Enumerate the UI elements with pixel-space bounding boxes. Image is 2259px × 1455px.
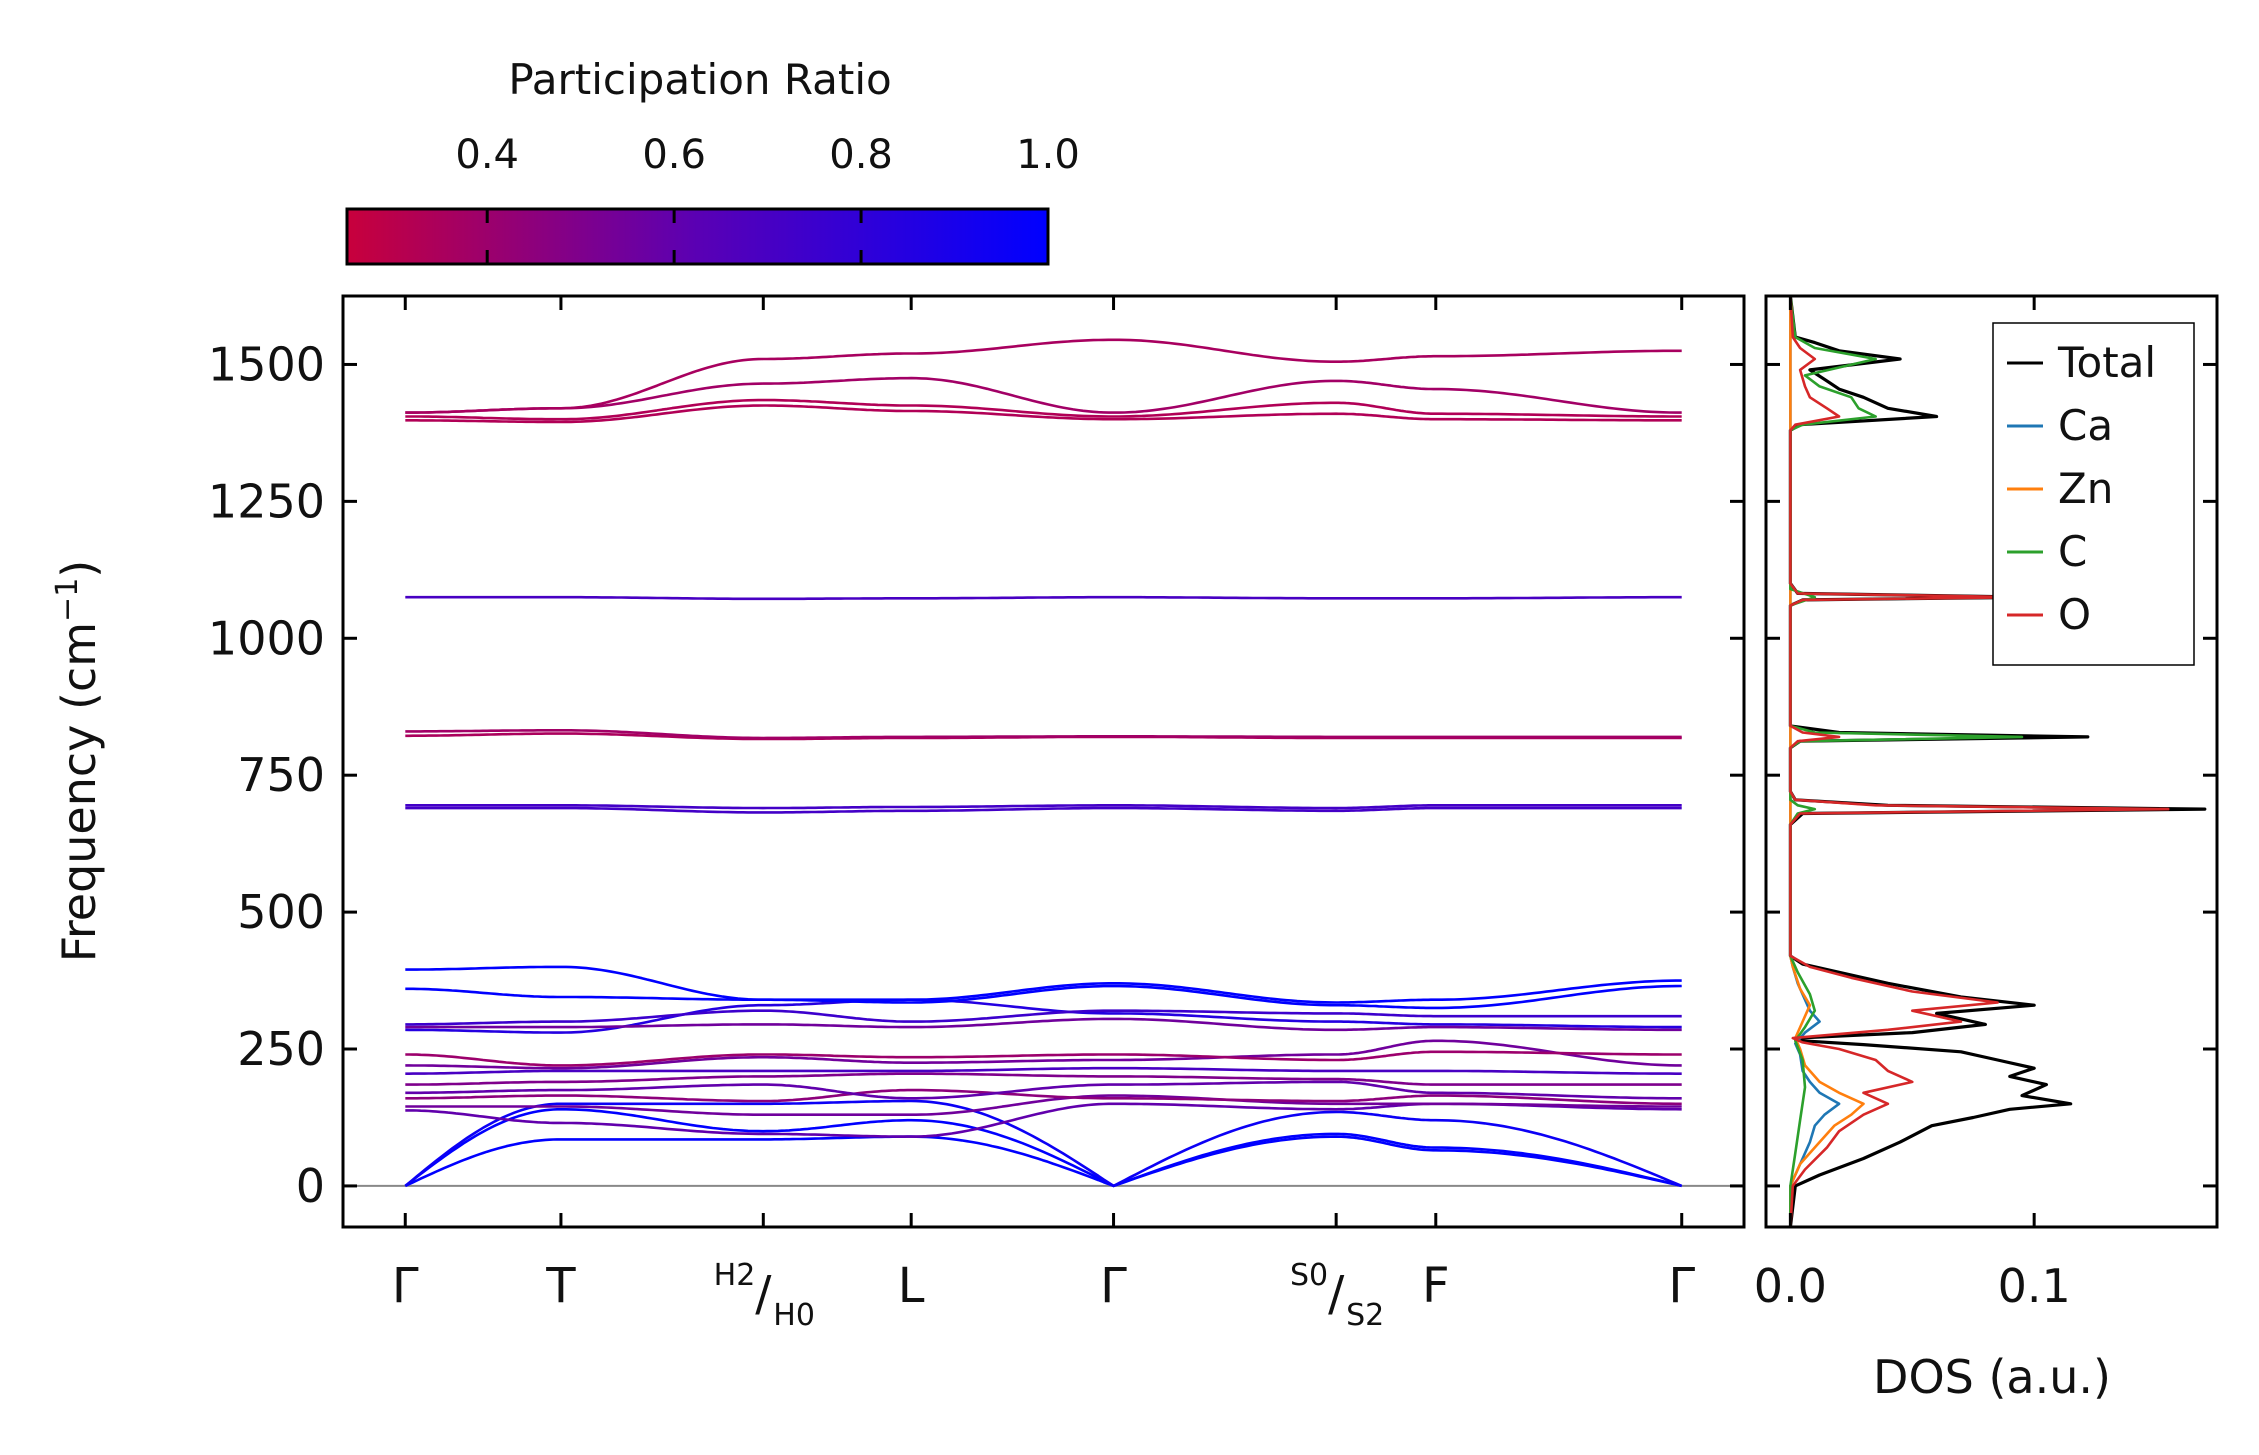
- phonon-band: [405, 398, 1682, 421]
- y-axis-label: Frequency (cm−1): [50, 560, 106, 963]
- dos-y-ticks: [1766, 362, 2217, 1188]
- legend-label: C: [2058, 527, 2087, 576]
- y-tick-label: 0: [296, 1159, 325, 1213]
- q-point-label: F: [1422, 1258, 1450, 1314]
- legend-label: Zn: [2058, 464, 2113, 513]
- phonon-band: [405, 1080, 1682, 1100]
- legend-label: O: [2058, 590, 2091, 639]
- q-point-label-sub: H0: [773, 1298, 815, 1333]
- phonon-band: [405, 376, 1682, 414]
- main-plot-frame: [341, 294, 1746, 1229]
- q-point-label: Γ: [1100, 1258, 1127, 1314]
- colorbar-tick-label: 1.0: [1016, 132, 1080, 178]
- dos-x-axis-label: DOS (a.u.): [1873, 1350, 2111, 1404]
- q-point-label-sup: S0: [1290, 1258, 1328, 1293]
- y-tick-label: 750: [237, 748, 325, 802]
- colorbar-tick-label: 0.6: [642, 132, 706, 178]
- phonon-band: [404, 1135, 1682, 1188]
- y-tick-label: 1500: [208, 337, 325, 391]
- q-point-label: Γ: [392, 1258, 419, 1314]
- legend-label: Total: [2057, 338, 2156, 387]
- legend-label: Ca: [2058, 401, 2113, 450]
- colorbar-title: Participation Ratio: [508, 55, 891, 104]
- colorbar: Participation Ratio 0.4 0.6 0.8 1.0: [345, 55, 1080, 266]
- phonon-bands: [404, 338, 1683, 1188]
- phonon-band: [405, 1066, 1682, 1075]
- phonon-band: [405, 1017, 1682, 1032]
- phonon-band: [405, 338, 1682, 414]
- dos-legend: Total Ca Zn CO: [1992, 322, 2195, 666]
- phonon-band: [405, 1102, 1682, 1138]
- colorbar-tick-label: 0.4: [455, 132, 519, 178]
- phonon-band: [404, 1099, 1683, 1188]
- phonon-band: [405, 729, 1682, 740]
- phonon-band: [405, 1094, 1682, 1116]
- y-tick-label: 500: [237, 885, 325, 939]
- q-point-label: S0/S2: [1290, 1258, 1384, 1333]
- phonon-band: [405, 1050, 1682, 1067]
- dos-curve-zn: [1789, 296, 1865, 1227]
- phonon-band: [405, 806, 1682, 814]
- q-point-label: Γ: [1668, 1258, 1695, 1314]
- main-y-axis: 0 250 500 750 1000 1250 1500: [208, 337, 1744, 1213]
- dos-x-axis: 0.0 0.1: [1754, 296, 2071, 1313]
- phonon-band: [405, 1072, 1682, 1086]
- phonon-band: [405, 404, 1682, 424]
- q-point-label: L: [898, 1258, 925, 1314]
- q-point-label: H2/H0: [714, 1258, 815, 1333]
- phonon-band: [405, 804, 1682, 810]
- phonon-band: [405, 595, 1682, 601]
- dos-curves: [1788, 296, 2207, 1227]
- colorbar-tick-label: 0.8: [829, 132, 893, 178]
- phonon-band: [405, 1009, 1682, 1026]
- phonon-band: [405, 1039, 1682, 1070]
- main-x-axis: Γ T H2/H0L Γ S0/S2F Γ: [392, 296, 1695, 1333]
- dos-plot-frame: [1764, 294, 2219, 1229]
- phonon-band: [405, 965, 1682, 1010]
- phonon-band: [405, 1088, 1682, 1106]
- phonon-band: [404, 1108, 1683, 1188]
- phonon-band: [405, 998, 1682, 1034]
- y-tick-label: 250: [237, 1022, 325, 1076]
- colorbar-gradient: [345, 207, 1050, 266]
- y-tick-label: 1250: [208, 474, 325, 528]
- dos-panel: 0.0 0.1 DOS (a.u.) Total Ca Zn CO: [1754, 294, 2219, 1404]
- dos-x-tick-label: 0.1: [1998, 1259, 2071, 1313]
- y-tick-label: 1000: [208, 611, 325, 665]
- q-point-label-sup: H2: [714, 1258, 756, 1293]
- phonon-band: [405, 979, 1682, 1004]
- dos-curve-c: [1789, 296, 2024, 1227]
- q-point-label-slash: /: [755, 1266, 772, 1322]
- colorbar-ticks: 0.4 0.6 0.8 1.0: [455, 132, 1080, 264]
- dos-curve-o: [1789, 296, 2170, 1227]
- q-point-label-sub: S2: [1346, 1298, 1384, 1333]
- legend-box: [1992, 322, 2195, 666]
- q-point-label-slash: /: [1328, 1266, 1345, 1322]
- dos-x-tick-label: 0.0: [1754, 1259, 1827, 1313]
- q-point-label: T: [545, 1258, 576, 1314]
